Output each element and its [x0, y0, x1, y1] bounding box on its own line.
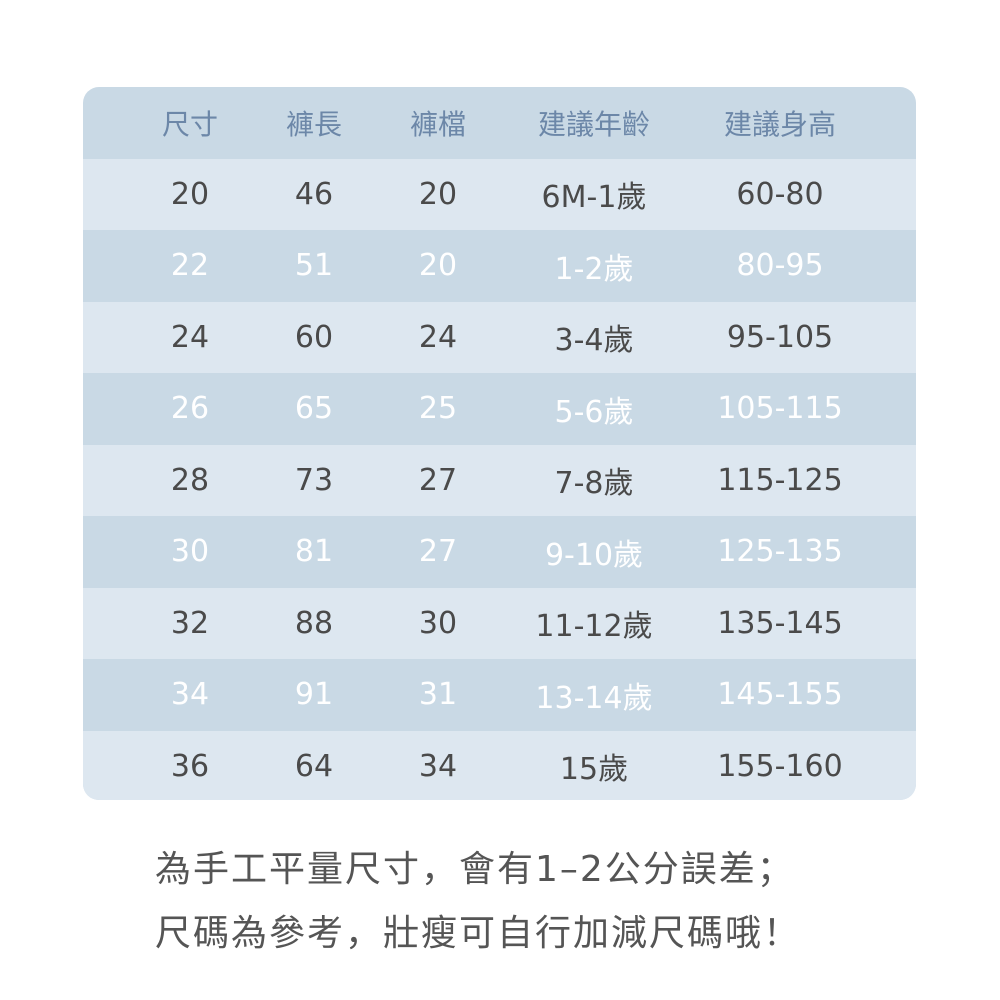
header-rise: 褲檔: [409, 107, 467, 141]
cell-rise: 31: [418, 677, 458, 713]
header-height: 建議身高: [723, 107, 837, 141]
cell-rise: 27: [418, 462, 458, 498]
table-row: 26 65 25 5-6歲 105-115: [83, 373, 916, 445]
cell-height: 125-135: [717, 534, 843, 570]
cell-pants-length: 73: [294, 462, 334, 498]
cell-rise: 30: [418, 605, 458, 641]
cell-age: 6M-1歲: [541, 180, 647, 216]
cell-size: 28: [170, 462, 210, 498]
size-table: 尺寸 褲長 褲檔 建議年齡 建議身高 20 46 20 6M-1歲 60-80 22 51 2…: [83, 87, 916, 800]
cell-age: 9-10歲: [544, 537, 644, 573]
note-line-1: 為手工平量尺寸，會有1–2公分誤差；: [155, 849, 795, 890]
cell-pants-length: 91: [294, 677, 334, 713]
table-row: 32 88 30 11-12歲 135-145: [83, 587, 916, 659]
cell-rise: 20: [418, 176, 458, 212]
cell-size: 20: [170, 176, 210, 212]
table-row: 28 73 27 7-8歲 115-125: [83, 444, 916, 516]
cell-height: 105-115: [717, 391, 843, 427]
cell-height: 95-105: [726, 319, 834, 355]
cell-pants-length: 60: [294, 319, 334, 355]
cell-rise: 20: [418, 248, 458, 284]
cell-height: 135-145: [717, 605, 843, 641]
cell-pants-length: 64: [294, 748, 334, 784]
cell-age: 13-14歲: [535, 680, 653, 716]
cell-pants-length: 65: [294, 391, 334, 427]
cell-size: 32: [170, 605, 210, 641]
cell-size: 24: [170, 319, 210, 355]
cell-height: 155-160: [717, 748, 843, 784]
cell-height: 115-125: [717, 462, 843, 498]
header-pants-length: 褲長: [285, 107, 343, 141]
header-size: 尺寸: [161, 107, 219, 141]
table-header: 尺寸 褲長 褲檔 建議年齡 建議身高: [83, 87, 916, 159]
cell-size: 30: [170, 534, 210, 570]
table-row: 22 51 20 1-2歲 80-95: [83, 230, 916, 302]
table-row: 34 91 31 13-14歲 145-155: [83, 659, 916, 731]
table-row: 36 64 34 15歲 155-160: [83, 730, 916, 800]
table-row: 20 46 20 6M-1歲 60-80: [83, 158, 916, 230]
cell-pants-length: 88: [294, 605, 334, 641]
cell-size: 26: [170, 391, 210, 427]
cell-height: 80-95: [736, 248, 824, 284]
cell-rise: 25: [418, 391, 458, 427]
cell-size: 22: [170, 248, 210, 284]
cell-size: 36: [170, 748, 210, 784]
cell-age: 3-4歲: [554, 323, 634, 359]
cell-rise: 27: [418, 534, 458, 570]
cell-pants-length: 81: [294, 534, 334, 570]
cell-height: 60-80: [736, 176, 824, 212]
table-row: 24 60 24 3-4歲 95-105: [83, 301, 916, 373]
note-line-2: 尺碼為參考，壯瘦可自行加減尺碼哦！: [155, 913, 802, 954]
cell-age: 5-6歲: [554, 394, 634, 430]
cell-rise: 34: [418, 748, 458, 784]
cell-age: 11-12歲: [535, 609, 653, 645]
header-age: 建議年齡: [537, 107, 651, 141]
table-row: 30 81 27 9-10歲 125-135: [83, 516, 916, 588]
cell-age: 7-8歲: [554, 466, 634, 502]
cell-pants-length: 46: [294, 176, 334, 212]
cell-age: 15歲: [559, 752, 629, 788]
cell-height: 145-155: [717, 677, 843, 713]
cell-size: 34: [170, 677, 210, 713]
cell-pants-length: 51: [294, 248, 334, 284]
cell-rise: 24: [418, 319, 458, 355]
cell-age: 1-2歲: [554, 251, 634, 287]
